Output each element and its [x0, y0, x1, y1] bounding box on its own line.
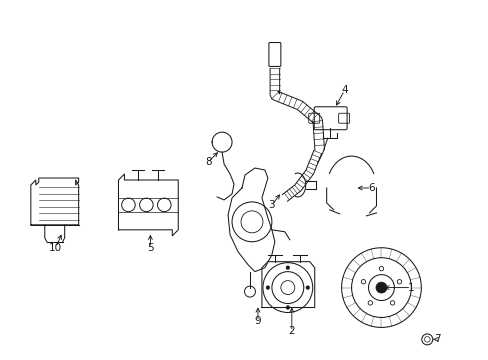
Text: 3: 3	[268, 200, 275, 210]
Text: 5: 5	[147, 243, 153, 253]
Circle shape	[375, 282, 386, 293]
Text: 9: 9	[254, 316, 261, 327]
Circle shape	[285, 266, 289, 269]
Text: 4: 4	[341, 85, 347, 95]
Text: 6: 6	[367, 183, 374, 193]
Text: 2: 2	[288, 327, 295, 336]
Circle shape	[265, 286, 269, 289]
Text: 1: 1	[407, 283, 414, 293]
Circle shape	[285, 306, 289, 309]
Text: 8: 8	[204, 157, 211, 167]
Circle shape	[305, 286, 309, 289]
Text: 7: 7	[433, 334, 440, 345]
Text: 10: 10	[49, 243, 62, 253]
